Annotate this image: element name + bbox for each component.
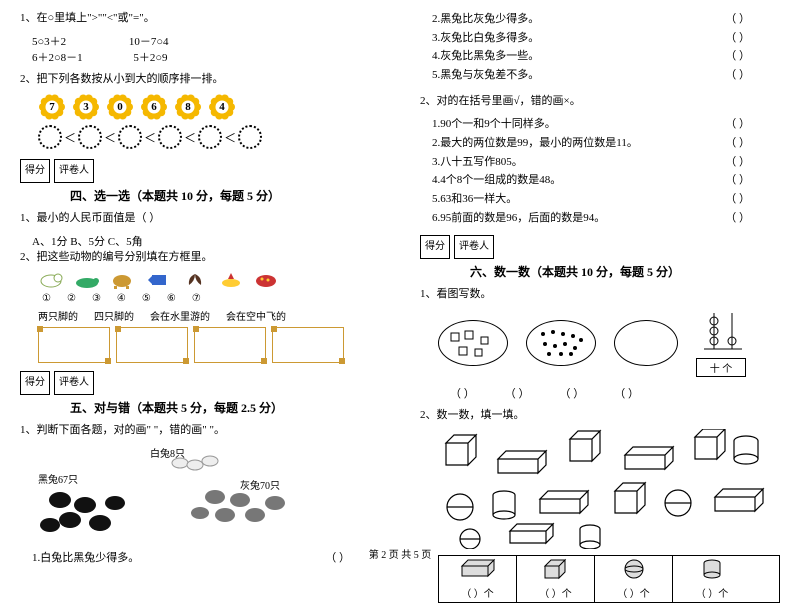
q1-l2b[interactable]: 5＋2○9 xyxy=(133,52,167,64)
oval-3 xyxy=(614,320,678,366)
count-blanks[interactable]: （ ） （ ） （ ） （ ） xyxy=(450,385,780,401)
section-4-title: 四、选一选（本题共 10 分，每题 5 分） xyxy=(70,187,380,204)
rq2-2: 2.最大的两位数是99，最小的两位数是11。 xyxy=(432,137,638,149)
r-i4: 4.灰兔比黑兔多一些。 xyxy=(432,50,539,62)
tcell-cube[interactable]: （ ）个 xyxy=(517,556,595,602)
score-a3: 得分 xyxy=(420,235,450,259)
q1-prompt: 1、在○里填上">""<"或"="。 xyxy=(20,10,380,27)
frames-row[interactable] xyxy=(38,327,380,363)
paren[interactable]: （ ） xyxy=(725,134,750,153)
blank-3[interactable]: （ ） xyxy=(560,385,585,401)
paren[interactable]: （ ） xyxy=(725,10,750,29)
animal-2 xyxy=(74,271,100,289)
score-b2: 评卷人 xyxy=(54,371,94,395)
r-q2-prompt: 2、对的在括号里画√，错的画×。 xyxy=(420,93,780,110)
paren[interactable]: （ ） xyxy=(725,209,750,228)
q1-l2a[interactable]: 6＋2○8－1 xyxy=(32,52,83,64)
paren[interactable]: （ ） xyxy=(725,153,750,172)
s6-q2: 2、数一数，填一填。 xyxy=(420,407,780,424)
tcell-cuboid[interactable]: （ ）个 xyxy=(439,556,517,602)
score-box-5: 得分 评卷人 xyxy=(20,371,380,395)
animal-7 xyxy=(254,271,280,289)
animal-nums: ①②③④⑤⑥⑦ xyxy=(42,293,380,304)
r-q2-list: 1.90个一和9个十同样多。 （ ） 2.最大的两位数是99，最小的两位数是11。… xyxy=(420,115,780,227)
chain-row[interactable]: ＜＜＜＜＜ xyxy=(38,125,380,149)
s4-opts[interactable]: A、1分 B、5分 C、5角 xyxy=(20,233,380,249)
score-a2: 得分 xyxy=(20,371,50,395)
animal-5 xyxy=(182,271,208,289)
rq2-6: 6.95前面的数是96，后面的数是94。 xyxy=(432,212,605,224)
paren[interactable]: （ ） xyxy=(725,115,750,134)
section-6-title: 六、数一数（本题共 10 分，每题 5 分） xyxy=(470,263,780,280)
r-i2: 2.黑兔比灰兔少得多。 xyxy=(432,13,539,25)
frame-4[interactable] xyxy=(272,327,344,363)
white-rabbits xyxy=(172,456,218,470)
q2-prompt: 2、把下列各数按从小到大的顺序排一排。 xyxy=(20,71,380,88)
paren[interactable]: （ ） xyxy=(725,66,750,85)
count-table[interactable]: （ ）个 （ ）个 （ ）个 （ ）个 xyxy=(438,555,780,603)
s5-q1: 1、判断下面各题，对的画" "，错的画" "。 xyxy=(20,422,380,439)
q1-lines: 5○3＋2 10－7○4 6＋2○8－1 5＋2○9 xyxy=(20,33,380,65)
oval-1 xyxy=(438,320,508,366)
score-a: 得分 xyxy=(20,159,50,183)
tcell-cylinder[interactable]: （ ）个 xyxy=(673,556,751,602)
rq2-5: 5.63和36一样大。 xyxy=(432,193,517,205)
frame-1[interactable] xyxy=(38,327,110,363)
page-footer: 第 2 页 共 5 页 xyxy=(0,546,800,561)
black-rabbits xyxy=(40,492,125,532)
oval-2 xyxy=(526,320,596,366)
s6-q1: 1、看图写数。 xyxy=(420,286,780,303)
category-labels: 两只脚的四只脚的会在水里游的会在空中飞的 xyxy=(38,308,380,323)
rq2-1: 1.90个一和9个十同样多。 xyxy=(432,118,556,130)
q1-l1b[interactable]: 10－7○4 xyxy=(129,36,169,48)
abacus: 十 个 xyxy=(696,309,746,377)
blank-2[interactable]: （ ） xyxy=(505,385,530,401)
animal-6 xyxy=(218,271,244,289)
s4-q2: 2、把这些动物的编号分别填在方框里。 xyxy=(20,249,380,266)
score-box-6: 得分 评卷人 xyxy=(420,235,780,259)
q1-l1a[interactable]: 5○3＋2 xyxy=(32,36,66,48)
abacus-label: 十 个 xyxy=(696,358,746,377)
tcell-sphere[interactable]: （ ）个 xyxy=(595,556,673,602)
rq2-3: 3.八十五写作805。 xyxy=(432,156,523,168)
section-5-title: 五、对与错（本题共 5 分，每题 2.5 分） xyxy=(70,399,380,416)
flower-row: 730684 xyxy=(38,93,380,121)
animal-row xyxy=(38,271,380,289)
score-box-4: 得分 评卷人 xyxy=(20,159,380,183)
frame-2[interactable] xyxy=(116,327,188,363)
s4-q1: 1、最小的人民币面值是（ ） xyxy=(20,210,380,227)
rabbit-scene: 白兔8只 黑兔67只 灰兔70只 xyxy=(30,445,380,545)
r-i3: 3.灰兔比白兔多得多。 xyxy=(432,32,539,44)
paren[interactable]: （ ） xyxy=(725,47,750,66)
rq2-4: 4.4个8个一组成的数是48。 xyxy=(432,174,561,186)
shapes-3d-scene xyxy=(430,429,780,549)
s5-continue: 2.黑兔比灰兔少得多。 （ ） 3.灰兔比白兔多得多。 （ ） 4.灰兔比黑兔多一些… xyxy=(420,10,780,85)
paren[interactable]: （ ） xyxy=(725,171,750,190)
paren[interactable]: （ ） xyxy=(725,29,750,48)
animal-4 xyxy=(146,271,172,289)
animal-3 xyxy=(110,271,136,289)
oval-row: 十 个 xyxy=(438,309,780,377)
r-i5: 5.黑兔与灰兔差不多。 xyxy=(432,69,539,81)
grey-rabbits xyxy=(191,490,285,522)
score-b3: 评卷人 xyxy=(454,235,494,259)
frame-3[interactable] xyxy=(194,327,266,363)
paren[interactable]: （ ） xyxy=(725,190,750,209)
animal-1 xyxy=(38,271,64,289)
blank-4[interactable]: （ ） xyxy=(614,385,639,401)
blank-1[interactable]: （ ） xyxy=(450,385,475,401)
score-b: 评卷人 xyxy=(54,159,94,183)
